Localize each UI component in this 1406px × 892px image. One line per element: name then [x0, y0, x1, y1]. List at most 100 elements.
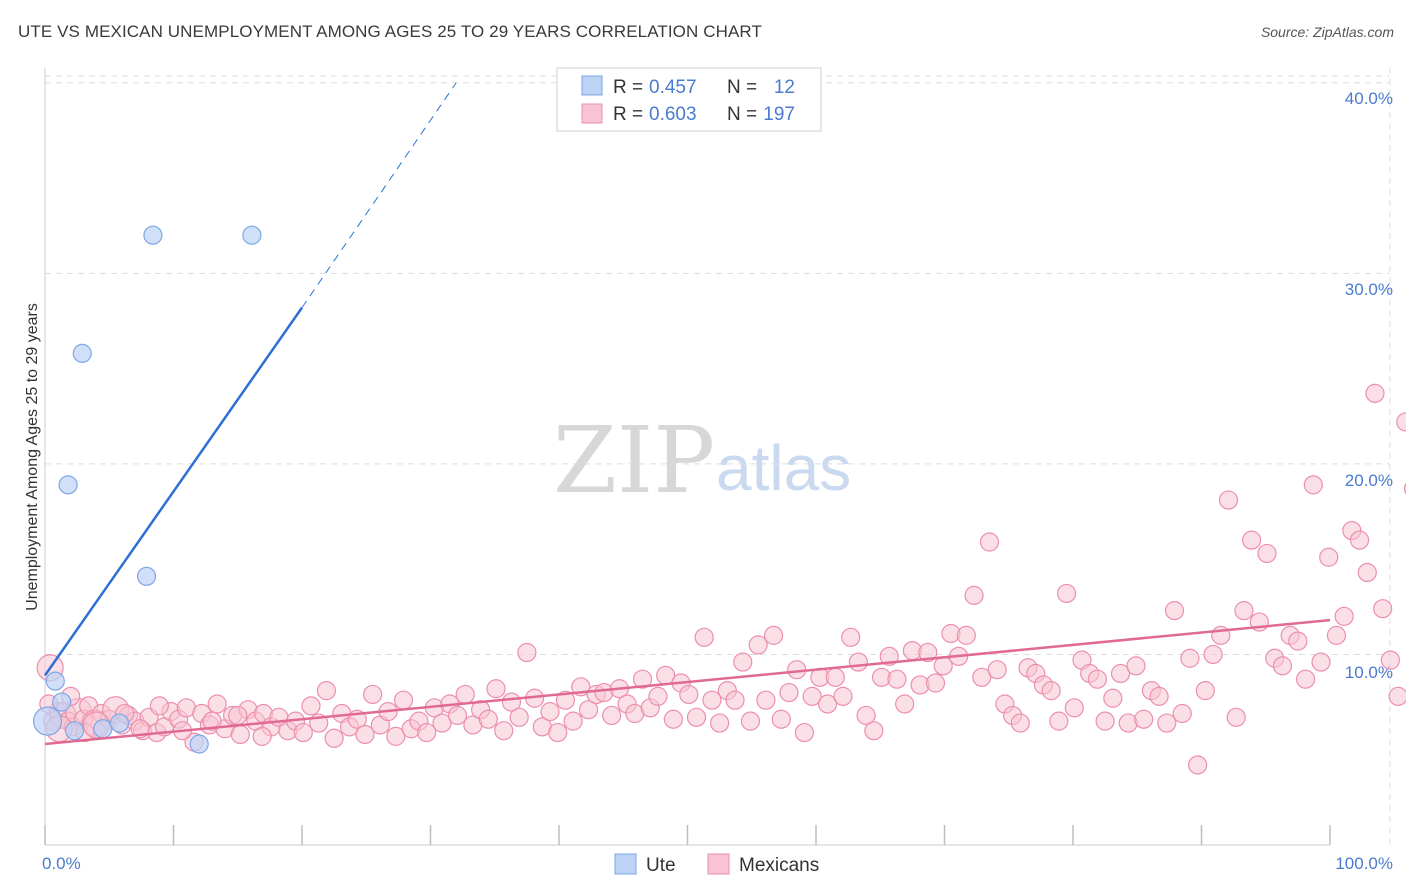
mexicans-point [1365, 383, 1385, 403]
legend-r-label-ute: R = [613, 77, 643, 98]
mexicans-point [149, 696, 169, 716]
mexicans-point [979, 532, 1000, 552]
mexicans-point [1303, 475, 1323, 495]
legend-r-value-mexicans: 0.603 [649, 104, 697, 125]
mexicans-point [1095, 711, 1115, 731]
mexicans-point [864, 721, 884, 741]
mexicans-point [817, 694, 838, 714]
y-axis-label: Unemployment Among Ages 25 to 29 years [24, 303, 41, 611]
bottom-legend-swatch-mexicans [707, 853, 730, 875]
mexicans-point [202, 711, 222, 731]
mexicans-point [648, 686, 668, 706]
ute-point [45, 671, 65, 691]
mexicans-point [1203, 644, 1223, 665]
mexicans-point [679, 684, 699, 705]
mexicans-point [933, 656, 953, 676]
mexicans-point [1373, 599, 1393, 619]
mexicans-point [825, 667, 845, 687]
trend-lines [43, 82, 1331, 746]
mexicans-point [1195, 681, 1215, 701]
mexicans-point [1349, 530, 1370, 550]
mexicans-point [1234, 601, 1254, 621]
mexicans-point [925, 673, 946, 693]
mexicans-point [293, 722, 313, 743]
mexicans-point [856, 705, 876, 726]
mexicans-point [517, 642, 537, 663]
legend-swatch-mexicans [581, 103, 603, 124]
mexicans-point [228, 705, 248, 726]
mexicans-point [1257, 543, 1277, 564]
mexicans-point [956, 625, 976, 645]
ute-point [32, 706, 63, 736]
mexicans-point [879, 646, 899, 666]
watermark-zip: ZIP [553, 407, 715, 514]
mexicans-point [1288, 631, 1308, 651]
mexicans-point [1087, 669, 1108, 689]
legend-n-value-ute: 12 [774, 77, 795, 98]
mexicans-point [632, 669, 653, 689]
chart-title: UTE VS MEXICAN UNEMPLOYMENT AMONG AGES 2… [18, 22, 762, 41]
y-tick-label-20: 20.0% [1345, 471, 1393, 490]
mexicans-point [494, 721, 514, 741]
mexicans-point [509, 707, 529, 727]
mexicans-point [694, 627, 714, 647]
mexicans-point [1149, 686, 1169, 706]
mexicans-point [1218, 490, 1239, 510]
mexicans-point [207, 694, 227, 714]
mexicans-point [1380, 650, 1400, 670]
legend-r-value-ute: 0.457 [649, 77, 697, 98]
mexicans-point [1041, 681, 1061, 701]
mexicans-point [771, 709, 791, 729]
mexicans-point [733, 652, 753, 672]
mexicans-point [432, 713, 452, 733]
mexicans-point [555, 690, 576, 710]
source-credit: Source: ZipAtlas.com [1260, 24, 1394, 40]
mexicans-point [1126, 656, 1146, 676]
correlation-legend: R = 0.457 N = 12 R = 0.603 N = 197 [556, 67, 822, 132]
mexicans-point [895, 694, 915, 714]
mexicans-point [848, 652, 869, 672]
mexicans-point [1396, 412, 1406, 432]
mexicans-point [417, 722, 437, 743]
mexicans-point [578, 700, 599, 720]
y-tick-label-30: 30.0% [1345, 280, 1393, 299]
mexicans-point [1188, 755, 1208, 775]
mexicans-point [301, 696, 321, 716]
y-tick-labels: 40.0% 30.0% 20.0% 10.0% [1345, 89, 1393, 682]
ute-point [58, 475, 78, 495]
ute-point [136, 566, 157, 586]
mexicans-point [252, 726, 272, 746]
mexicans-point [486, 679, 506, 699]
mexicans-point [230, 724, 250, 745]
mexicans-point [386, 726, 406, 746]
ute-points [32, 225, 262, 754]
mexicans-point [710, 713, 730, 733]
mexicans-point [563, 711, 583, 731]
ute-point [64, 721, 85, 741]
ute-trend-extension [301, 82, 457, 308]
mexicans-point [363, 684, 383, 705]
mexicans-point [794, 722, 815, 743]
mexicans-point [478, 709, 498, 729]
mexicans-point [972, 667, 992, 687]
mexicans-point [763, 625, 784, 645]
mexicans-point [1172, 703, 1192, 724]
mexicans-point [1164, 601, 1185, 621]
mexicans-point [455, 684, 475, 705]
watermark-atlas: atlas [716, 432, 851, 504]
y-tick-label-40: 40.0% [1345, 89, 1393, 108]
mexicans-point [1226, 707, 1246, 727]
legend-n-value-mexicans: 197 [763, 104, 795, 125]
mexicans-point [779, 682, 799, 703]
mexicans-point [1010, 713, 1030, 733]
mexicans-point [548, 722, 568, 743]
mexicans-point [802, 686, 822, 706]
mexicans-point [1049, 711, 1069, 731]
bottom-legend-swatch-ute [614, 853, 637, 875]
bottom-legend-ute: Ute [646, 855, 676, 876]
mexicans-point [540, 702, 560, 722]
mexicans-point [725, 690, 745, 710]
mexicans-point [748, 635, 768, 655]
mexicans-point [1334, 606, 1354, 626]
